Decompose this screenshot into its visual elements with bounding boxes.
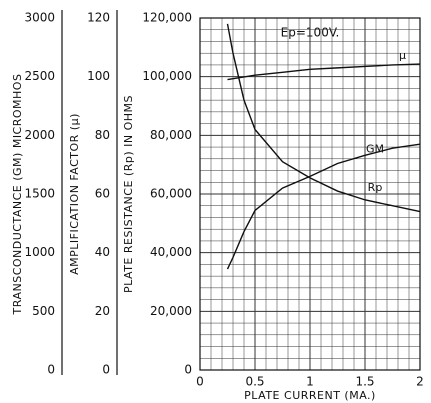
y-tick-label: 100,000	[142, 69, 192, 83]
series-label: Rp	[368, 181, 383, 194]
y3-axis-label: TRANSCONDUCTANCE (GM) MICROMHOS	[11, 74, 24, 316]
x-axis-label: PLATE CURRENT (MA.)	[244, 389, 376, 402]
x-tick-label: 0	[196, 375, 204, 389]
y-axis-label: PLATE RESISTANCE (Rp) IN OHMS	[122, 95, 135, 293]
x-tick-label: 1	[306, 375, 314, 389]
y3-tick-label: 0	[47, 363, 55, 377]
y2-tick-label: 120	[87, 11, 110, 25]
y-tick-label: 120,000	[142, 11, 192, 25]
y3-tick-label: 500	[32, 304, 55, 318]
y3-tick-label: 2000	[24, 128, 55, 142]
series-label: GM	[366, 142, 384, 155]
plot-frame	[199, 17, 421, 371]
y-tick-label: 40,000	[150, 245, 192, 259]
y3-tick-label: 3000	[24, 11, 55, 25]
y-tick-label: 80,000	[150, 128, 192, 142]
y3-tick-label: 1500	[24, 187, 55, 201]
y2-tick-label: 20	[95, 304, 110, 318]
y-tick-label: 60,000	[150, 187, 192, 201]
y2-tick-label: 60	[95, 187, 110, 201]
y-tick-label: 0	[184, 363, 192, 377]
y2-tick-label: 80	[95, 128, 110, 142]
y-tick-label: 20,000	[150, 304, 192, 318]
y2-tick-label: 100	[87, 69, 110, 83]
y2-tick-label: 40	[95, 245, 110, 259]
series-line	[226, 143, 421, 270]
y3-tick-label: 1000	[24, 245, 55, 259]
series-label: μ	[399, 49, 406, 62]
y3-tick-label: 2500	[24, 69, 55, 83]
x-tick-label: 1.5	[355, 375, 374, 389]
series-line	[226, 23, 421, 213]
series-line	[227, 63, 421, 81]
x-tick-label: 0.5	[245, 375, 264, 389]
x-tick-label: 2	[416, 375, 424, 389]
y2-axis-label: AMPLIFICATION FACTOR (μ)	[68, 113, 81, 275]
y2-tick-label: 0	[102, 363, 110, 377]
